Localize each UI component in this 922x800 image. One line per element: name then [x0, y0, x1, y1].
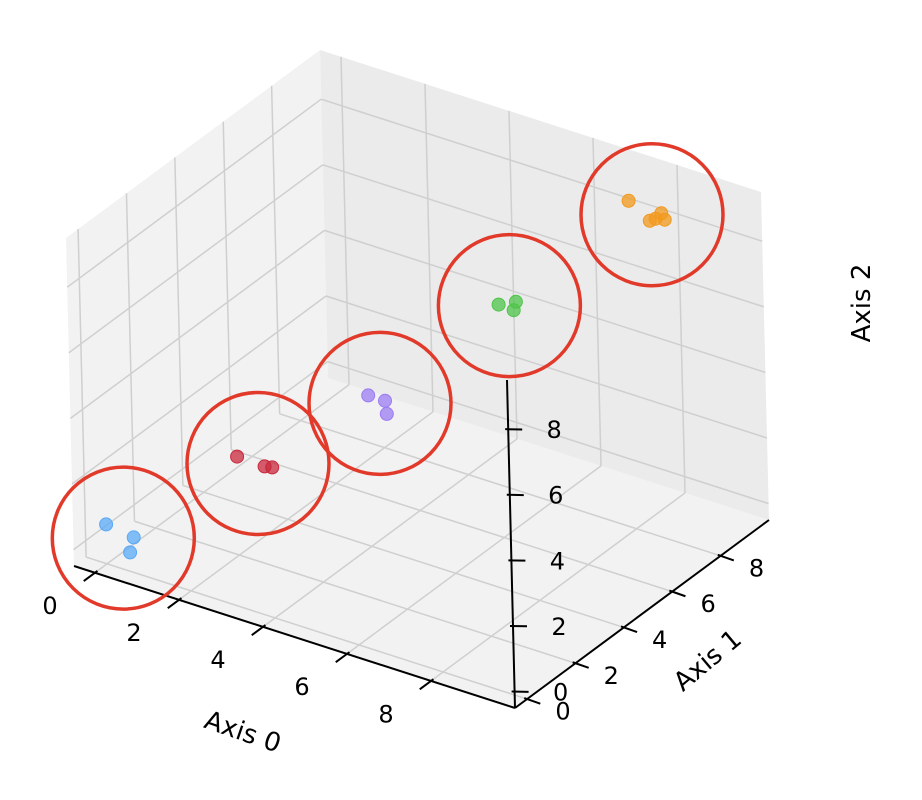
x-tick — [83, 570, 99, 582]
data-point — [642, 213, 657, 228]
grid-line-z — [320, 98, 763, 242]
axis-panes — [66, 50, 769, 708]
grid-line-x — [178, 411, 434, 601]
data-point — [257, 459, 272, 474]
y-tick — [523, 697, 541, 705]
cluster-highlight-circle — [579, 141, 725, 288]
data-points — [99, 193, 672, 560]
grid-line-z — [322, 164, 765, 308]
grid-line-y — [134, 520, 576, 664]
y-tick-label: 0 — [555, 698, 570, 726]
y-tick-label: 8 — [749, 554, 764, 582]
z-tick-label: 4 — [550, 547, 565, 575]
grid-line-y — [222, 121, 232, 450]
y-tick — [669, 589, 686, 598]
grid-line-z — [71, 295, 327, 485]
x-tick-label: 0 — [42, 592, 57, 620]
grid-line-x — [676, 164, 686, 493]
y-tick-label: 2 — [604, 662, 619, 690]
data-point — [99, 517, 114, 532]
y-tick — [620, 625, 638, 633]
data-point — [126, 530, 141, 545]
grid-line-y — [174, 157, 184, 486]
data-point — [621, 193, 636, 208]
tick-labels: 0 2 4 6 8 0 2 4 6 8 0 2 4 6 8 — [42, 416, 764, 728]
y-tick-label: 6 — [700, 590, 715, 618]
highlight-circles — [50, 141, 725, 611]
x-axis-line — [73, 565, 516, 709]
x-axis-label: Axis 0 — [200, 705, 284, 759]
z-tick-label: 0 — [553, 679, 568, 707]
data-point — [123, 545, 138, 560]
axis-lines — [73, 379, 770, 709]
data-point — [491, 297, 506, 312]
grid-line-z — [69, 229, 325, 420]
cluster-highlight-circle — [436, 232, 583, 379]
x-tick-label: 2 — [126, 619, 141, 647]
data-point — [361, 388, 376, 403]
x-tick — [167, 597, 183, 609]
cluster-highlight-circle — [50, 465, 197, 611]
grid-line-x — [430, 492, 686, 682]
z-tick-label: 2 — [551, 613, 566, 641]
data-point — [378, 393, 392, 408]
y-tick-label: 4 — [652, 626, 667, 654]
grid-line-y — [182, 484, 625, 629]
grid-lines — [66, 56, 769, 700]
y-axis-label: Axis 1 — [668, 624, 748, 698]
grid-line-z — [327, 360, 769, 505]
grid-line-y — [279, 413, 721, 557]
data-point — [657, 212, 672, 227]
z-tick-label: 8 — [547, 416, 562, 444]
x-tick-label: 4 — [210, 646, 225, 674]
grid-line-x — [346, 465, 602, 655]
left-wall-pane — [66, 50, 328, 566]
z-axis-label: Axis 2 — [847, 264, 877, 343]
grid-line-y — [85, 556, 528, 700]
grid-line-y — [231, 448, 673, 593]
z-axis-line — [506, 379, 516, 709]
z-tick-label: 6 — [548, 482, 563, 510]
grid-line-z — [66, 98, 322, 288]
grid-line-y — [270, 85, 281, 414]
data-point — [230, 449, 245, 464]
grid-line-x — [508, 110, 518, 439]
grid-line-x — [262, 438, 518, 628]
grid-line-x — [340, 56, 350, 385]
x-tick-label: 6 — [294, 673, 309, 701]
grid-line-z — [68, 164, 324, 354]
grid-line-y — [77, 229, 87, 558]
data-point — [379, 406, 394, 421]
grid-line-z — [73, 360, 329, 551]
cluster-highlight-circle — [185, 390, 331, 537]
tick-marks — [83, 428, 735, 705]
grid-line-x — [592, 137, 602, 466]
data-point — [508, 294, 523, 309]
x-tick — [335, 651, 351, 664]
y-axis-line — [514, 519, 770, 709]
x-tick — [419, 678, 435, 691]
y-tick — [717, 553, 735, 562]
grid-line-z — [324, 229, 766, 374]
y-tick — [572, 661, 590, 669]
cluster-highlight-circle — [307, 330, 453, 477]
x-tick — [251, 624, 267, 636]
x-tick-label: 8 — [378, 700, 393, 728]
